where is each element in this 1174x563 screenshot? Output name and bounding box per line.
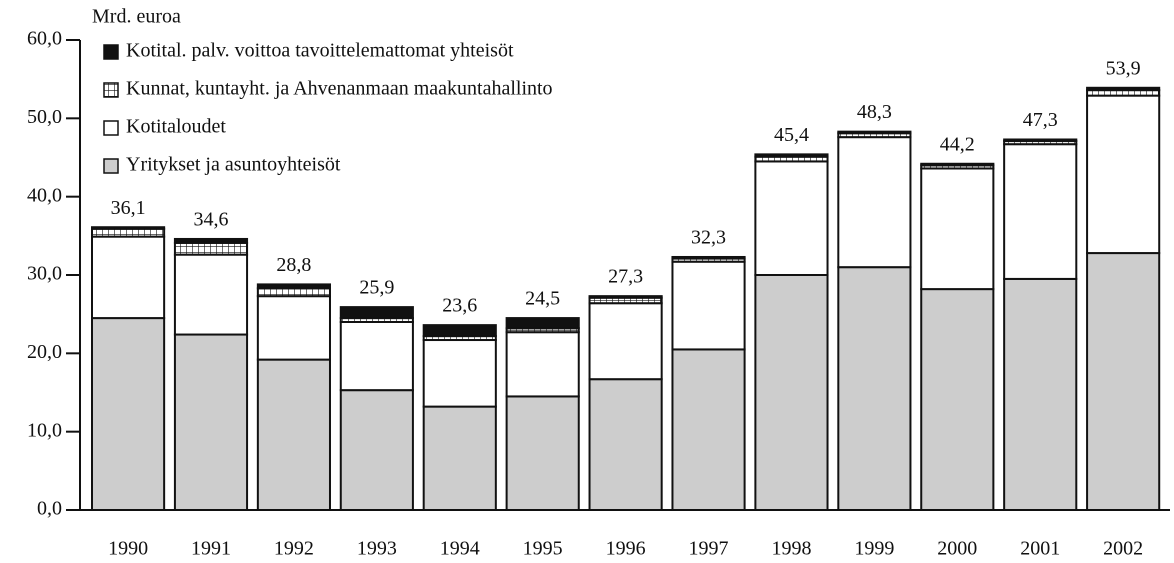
bar-segment bbox=[1086, 94, 1161, 255]
bar-segment bbox=[1003, 143, 1078, 280]
bar-segment bbox=[754, 160, 829, 277]
value-label: 53,9 bbox=[1106, 57, 1141, 79]
x-tick-label: 2001 bbox=[1020, 538, 1060, 560]
x-tick-label: 2002 bbox=[1103, 538, 1143, 560]
value-label: 27,3 bbox=[608, 266, 643, 288]
bar-segment bbox=[339, 306, 414, 320]
legend-swatch bbox=[103, 158, 119, 174]
bar-segment bbox=[256, 287, 331, 298]
bar-segment bbox=[1003, 277, 1078, 511]
bar-segment bbox=[505, 395, 580, 511]
x-tick-label: 2000 bbox=[937, 538, 977, 560]
value-label: 48,3 bbox=[857, 101, 892, 123]
value-label: 44,2 bbox=[940, 133, 975, 155]
bar-segment bbox=[671, 260, 746, 351]
bar-segment bbox=[91, 226, 166, 230]
bar-segment bbox=[256, 295, 331, 361]
bar-segment bbox=[339, 321, 414, 392]
x-tick-label: 1997 bbox=[689, 538, 729, 560]
bar-segment bbox=[422, 339, 497, 408]
bar-segment bbox=[837, 136, 912, 269]
bar-segment bbox=[588, 295, 663, 299]
y-tick-label: 50,0 bbox=[27, 106, 62, 128]
x-tick-label: 1990 bbox=[108, 538, 148, 560]
value-label: 47,3 bbox=[1023, 109, 1058, 131]
legend-label: Kotitaloudet bbox=[126, 116, 226, 138]
bar-segment bbox=[91, 317, 166, 512]
x-tick-label: 1991 bbox=[191, 538, 231, 560]
bar-segment bbox=[91, 227, 166, 238]
bar-segment bbox=[837, 130, 912, 135]
value-label: 36,1 bbox=[111, 197, 146, 219]
bar-segment bbox=[505, 331, 580, 398]
legend-swatch bbox=[103, 44, 119, 60]
x-tick-label: 1995 bbox=[523, 538, 563, 560]
bar-segment bbox=[339, 389, 414, 511]
value-label: 28,8 bbox=[276, 254, 311, 276]
x-tick-label: 1996 bbox=[606, 538, 646, 560]
x-tick-label: 1998 bbox=[771, 538, 811, 560]
legend-label: Yritykset ja asuntoyhteisöt bbox=[126, 154, 341, 176]
bar-segment bbox=[920, 162, 995, 167]
bar-segment bbox=[1086, 86, 1161, 92]
x-tick-label: 1994 bbox=[440, 538, 480, 560]
bar-segment bbox=[256, 283, 331, 290]
bar-segment bbox=[671, 348, 746, 511]
y-tick-label: 60,0 bbox=[27, 28, 62, 50]
bar-segment bbox=[671, 255, 746, 260]
value-label: 25,9 bbox=[359, 277, 394, 299]
y-tick-label: 20,0 bbox=[27, 341, 62, 363]
bar-segment bbox=[256, 358, 331, 511]
bar-segment bbox=[91, 235, 166, 320]
bar-segment bbox=[173, 333, 249, 511]
legend-label: Kotital. palv. voittoa tavoittelemattoma… bbox=[126, 40, 514, 62]
bar-segment bbox=[173, 253, 249, 336]
bar-segment bbox=[920, 288, 995, 511]
bar-segment bbox=[173, 237, 249, 244]
bar-segment bbox=[920, 167, 995, 291]
legend-swatch bbox=[103, 120, 119, 136]
bar-segment bbox=[588, 378, 663, 511]
bar-segment bbox=[1086, 252, 1161, 511]
y-tick-label: 40,0 bbox=[27, 184, 62, 206]
x-tick-label: 1993 bbox=[357, 538, 397, 560]
y-tick-label: 0,0 bbox=[37, 498, 62, 520]
value-label: 24,5 bbox=[525, 288, 560, 310]
bar-segment bbox=[754, 274, 829, 511]
x-tick-label: 1992 bbox=[274, 538, 314, 560]
legend-swatch bbox=[103, 82, 119, 98]
value-label: 45,4 bbox=[774, 124, 809, 146]
y-tick-label: 10,0 bbox=[27, 419, 62, 441]
value-label: 23,6 bbox=[442, 295, 477, 317]
bar-segment bbox=[588, 302, 663, 381]
bar-segment bbox=[837, 266, 912, 511]
y-tick-label: 30,0 bbox=[27, 263, 62, 285]
bar-segment bbox=[173, 241, 249, 256]
legend-label: Kunnat, kuntayht. ja Ahvenanmaan maakunt… bbox=[126, 78, 553, 100]
value-label: 34,6 bbox=[193, 209, 228, 231]
bar-segment bbox=[505, 317, 580, 330]
x-tick-label: 1999 bbox=[854, 538, 894, 560]
bar-segment bbox=[754, 153, 829, 158]
y-axis-label: Mrd. euroa bbox=[92, 6, 181, 28]
bar-segment bbox=[422, 405, 497, 512]
value-label: 32,3 bbox=[691, 227, 726, 249]
bar-segment bbox=[1003, 138, 1078, 143]
bar-segment bbox=[422, 324, 497, 338]
